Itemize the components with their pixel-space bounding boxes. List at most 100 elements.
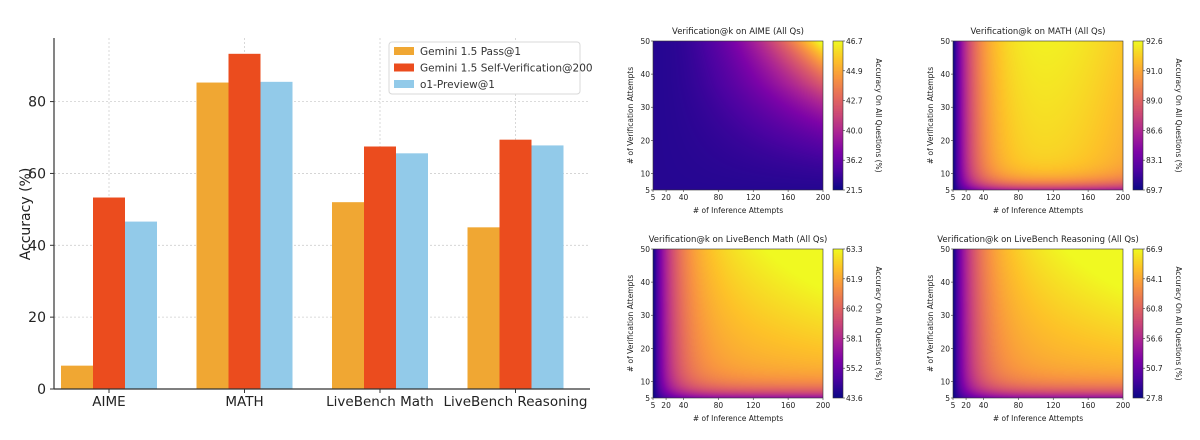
heatmap-y-tick-label: 10 bbox=[940, 377, 950, 386]
heatmap-y-tick-label: 5 bbox=[645, 394, 650, 403]
heatmap-y-tick-label: 5 bbox=[645, 186, 650, 195]
heatmap-y-tick-label: 10 bbox=[640, 377, 650, 386]
bar-0-0 bbox=[61, 365, 93, 389]
heatmap-y-tick-label: 50 bbox=[640, 245, 650, 254]
heatmap-x-tick-label: 160 bbox=[781, 193, 796, 202]
heatmap-title: Verification@k on LiveBench Math (All Qs… bbox=[649, 235, 828, 245]
heatmap-x-tick-label: 200 bbox=[816, 401, 831, 410]
heatmap-x-tick-label: 20 bbox=[661, 193, 671, 202]
bar-legend-label-0: Gemini 1.5 Pass@1 bbox=[420, 46, 521, 58]
bar-2-1 bbox=[260, 81, 293, 390]
bar-legend-swatch-1 bbox=[394, 63, 414, 72]
colorbar-tick-label: 89.0 bbox=[1146, 97, 1163, 106]
colorbar-tick-label: 36.2 bbox=[846, 156, 863, 165]
bar-2-3 bbox=[531, 145, 564, 389]
colorbar-tick-label: 21.5 bbox=[846, 186, 863, 195]
colorbar-frame bbox=[832, 248, 844, 399]
heatmap-x-tick-label: 200 bbox=[816, 193, 831, 202]
heatmap-x-tick-label: 120 bbox=[746, 401, 761, 410]
colorbar-frame bbox=[1132, 40, 1144, 191]
heatmap-frame bbox=[952, 40, 1124, 191]
heatmap-y-tick-label: 20 bbox=[940, 136, 950, 145]
heatmap-y-tick-label: 40 bbox=[640, 70, 650, 79]
heatmap-cells bbox=[953, 249, 1123, 398]
colorbar-tick-label: 27.8 bbox=[1146, 394, 1163, 403]
colorbar-tick-label: 61.9 bbox=[846, 275, 863, 284]
heatmap-y-tick-label: 5 bbox=[945, 394, 950, 403]
colorbar-tick-label: 44.9 bbox=[846, 67, 863, 76]
heatmap-x-tick-label: 120 bbox=[1046, 193, 1061, 202]
heatmap-title: Verification@k on AIME (All Qs) bbox=[672, 27, 804, 37]
heatmap-cells bbox=[653, 249, 823, 398]
bar-chart: 0 20 40 60 80 AIME MATH LiveBench Math LiveBench… bbox=[18, 38, 593, 410]
heatmap-x-tick-label: 200 bbox=[1116, 401, 1131, 410]
heatmap-x-tick-label: 40 bbox=[679, 193, 689, 202]
bar-0-2 bbox=[332, 202, 364, 389]
heatmap-x-tick-label: 120 bbox=[1046, 401, 1061, 410]
bar-1-0 bbox=[93, 197, 125, 389]
colorbar-tick-label: 58.1 bbox=[846, 334, 863, 343]
bar-legend-box bbox=[388, 41, 581, 95]
colorbar bbox=[833, 249, 843, 398]
bar-legend-swatch-2 bbox=[394, 80, 414, 88]
heatmap-y-axis-label: # of Verification Attempts bbox=[926, 67, 935, 164]
heatmap-x-tick-label: 40 bbox=[679, 401, 689, 410]
heatmap-x-axis-label: # of Inference Attempts bbox=[693, 414, 783, 423]
colorbar-tick-label: 43.6 bbox=[846, 394, 863, 403]
bar-legend: Gemini 1.5 Pass@1 Gemini 1.5 Self-Verific… bbox=[388, 41, 593, 95]
bar-legend-swatch-0 bbox=[394, 47, 414, 55]
heatmap-y-tick-label: 10 bbox=[940, 169, 950, 178]
heatmap-x-tick-label: 160 bbox=[1081, 401, 1096, 410]
heatmap-y-tick-label: 30 bbox=[640, 311, 650, 320]
heatmap-y-tick-label: 40 bbox=[640, 278, 650, 287]
heatmap-y-tick-label: 20 bbox=[640, 344, 650, 353]
heatmap-x-tick-label: 20 bbox=[961, 401, 971, 410]
heatmap-y-tick-label: 20 bbox=[940, 344, 950, 353]
heatmap-y-tick-label: 50 bbox=[940, 37, 950, 46]
heatmap-axes: Verification@k on LiveBench Math (All Qs… bbox=[626, 235, 883, 423]
heatmap-x-tick-label: 5 bbox=[951, 193, 956, 202]
bar-x-tick-label: AIME bbox=[92, 394, 125, 410]
heatmap-y-tick-label: 50 bbox=[640, 37, 650, 46]
colorbar-label: Accuracy On All Questions (%) bbox=[874, 266, 883, 380]
bar-legend-label-1: Gemini 1.5 Self-Verification@200 bbox=[420, 63, 593, 75]
bar-0-3 bbox=[467, 227, 500, 389]
bar-2-2 bbox=[396, 153, 428, 389]
bar-x-tick-label: LiveBench Math bbox=[326, 394, 434, 410]
heatmap-y-tick-label: 30 bbox=[940, 311, 950, 320]
heatmap-x-axis-label: # of Inference Attempts bbox=[993, 206, 1083, 215]
bar-y-tick-label: 60 bbox=[28, 166, 46, 182]
heatmap-livebench-reasoning: Verification@k on LiveBench Reasoning (A… bbox=[890, 220, 1200, 437]
colorbar-tick-label: 50.7 bbox=[1146, 364, 1163, 373]
heatmap-livebench-math: Verification@k on LiveBench Math (All Qs… bbox=[600, 220, 900, 437]
heatmap-x-tick-label: 160 bbox=[1081, 193, 1096, 202]
bar-0-1 bbox=[196, 82, 229, 389]
colorbar-tick-label: 64.1 bbox=[1146, 275, 1163, 284]
heatmap-y-tick-label: 40 bbox=[940, 70, 950, 79]
heatmap-x-tick-label: 40 bbox=[979, 401, 989, 410]
colorbar-tick-label: 66.9 bbox=[1146, 245, 1163, 254]
bar-1-2 bbox=[364, 146, 396, 389]
colorbar-tick-label: 92.6 bbox=[1146, 37, 1163, 46]
heatmap-y-tick-label: 30 bbox=[640, 103, 650, 112]
heatmap-y-tick-label: 10 bbox=[640, 169, 650, 178]
colorbar-tick-label: 46.7 bbox=[846, 37, 863, 46]
heatmap-x-tick-label: 5 bbox=[651, 193, 656, 202]
bar-1-1 bbox=[228, 53, 261, 389]
bar-legend-label-2: o1-Preview@1 bbox=[420, 79, 495, 91]
heatmap-x-tick-label: 80 bbox=[1014, 193, 1024, 202]
heatmap-aime: Verification@k on AIME (All Qs) 5 20 40 80 12… bbox=[600, 0, 900, 220]
heatmap-y-axis-label: # of Verification Attempts bbox=[626, 67, 635, 164]
colorbar-tick-label: 63.3 bbox=[846, 245, 863, 254]
bar-series-group bbox=[61, 53, 564, 390]
heatmap-cells bbox=[653, 41, 823, 190]
heatmap-y-tick-label: 40 bbox=[940, 278, 950, 287]
colorbar bbox=[833, 41, 843, 190]
colorbar-label: Accuracy On All Questions (%) bbox=[1174, 266, 1183, 380]
heatmap-x-tick-label: 5 bbox=[651, 401, 656, 410]
bar-1-3 bbox=[499, 139, 532, 389]
bar-y-axis-label: Accuracy (%) bbox=[18, 168, 34, 261]
heatmap-x-tick-label: 80 bbox=[714, 401, 724, 410]
heatmap-x-tick-label: 80 bbox=[1014, 401, 1024, 410]
bar-y-tick-label: 80 bbox=[28, 95, 46, 111]
